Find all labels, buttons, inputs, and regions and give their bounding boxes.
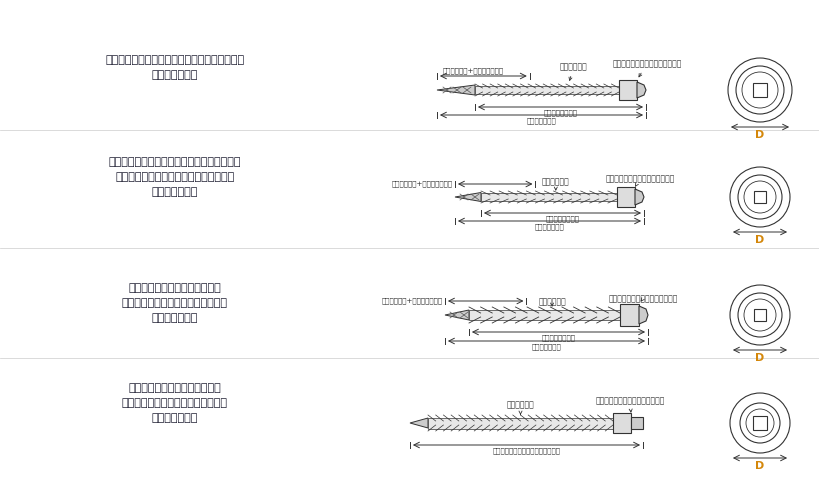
Bar [474,86,618,94]
Text: D: D [754,353,763,363]
Text: ・ＮＡＦＳ－２５～ＮＡＦＳ－１０５用: ・ＮＡＦＳ－２５～ＮＡＦＳ－１０５用 [115,172,234,182]
Bar [428,418,613,429]
Text: ＡＷＳ－４０・ＡＦＳ－４０ロングポイント用: ＡＷＳ－４０・ＡＦＳ－４０ロングポイント用 [106,55,244,65]
Text: ｄ（ネジ径）: ｄ（ネジ径） [541,177,569,190]
Bar [468,310,619,320]
Bar [613,413,631,433]
Polygon shape [437,85,474,95]
Bar [481,193,616,201]
Text: Ｌ２（ドリル+不完全ネジ部）: Ｌ２（ドリル+不完全ネジ部） [442,67,504,74]
Text: ・ＡＦＳ－２５～ＡＦＳ－１８５用: ・ＡＦＳ－２５～ＡＦＳ－１８５用 [122,298,228,308]
Polygon shape [410,418,428,428]
Text: Ｌ１（ネジ長さ）: Ｌ１（ネジ長さ） [543,109,577,116]
Polygon shape [638,306,647,324]
Text: ｄ（ネジ径）: ｄ（ネジ径） [537,297,565,306]
Text: D: D [754,130,763,140]
Text: ＳＵＳ３０４シール材ネオプレン: ＳＵＳ３０４シール材ネオプレン [612,59,681,77]
Polygon shape [455,192,481,202]
Bar [619,304,638,326]
Text: Ｌ２（ドリル+不完全ネジ部）: Ｌ２（ドリル+不完全ネジ部） [391,180,452,187]
Text: 細目ネジ: 細目ネジ [152,70,198,80]
Text: Ｌ（首下長さ）: Ｌ（首下長さ） [534,223,563,229]
Bar [631,417,642,429]
Text: 粗目ネジ: 粗目ネジ [152,413,198,423]
Text: Ｌ１（ネジ長さ）: Ｌ１（ネジ長さ） [545,215,579,222]
Text: ｄ（ネジ径）: ｄ（ネジ径） [506,400,534,415]
Text: ＮｅｗＡＢＳ－２８～ＮｅｗＡＷＳ－１０６: ＮｅｗＡＢＳ－２８～ＮｅｗＡＷＳ－１０６ [109,157,241,167]
Polygon shape [445,310,468,320]
Polygon shape [634,189,643,205]
Text: ＡＢＳ－２８～ＡＷＳ－１８６: ＡＢＳ－２８～ＡＷＳ－１８６ [129,283,221,293]
Text: 細目ネジ: 細目ネジ [152,187,198,197]
Text: Ｌ（首下長さ）: Ｌ（首下長さ） [531,343,561,349]
Text: ・ＡＦＷ－７０～ＡＦＷ－１４５用: ・ＡＦＷ－７０～ＡＦＷ－１４５用 [122,398,228,408]
Text: Ｌ２（ドリル+不完全ネジ部）: Ｌ２（ドリル+不完全ネジ部） [382,298,442,304]
Bar [616,187,634,207]
Text: D: D [754,235,763,245]
Polygon shape [636,82,645,98]
Text: ＡＷＷ－７０～ＡＦＷ－１４５: ＡＷＷ－７０～ＡＦＷ－１４５ [129,383,221,393]
Text: ｄ（ネジ径）: ｄ（ネジ径） [559,62,586,81]
Text: Ｌ１（ネジ長さ）: Ｌ１（ネジ長さ） [541,334,575,341]
Text: 粗目ネジ: 粗目ネジ [152,313,198,323]
Text: D: D [754,461,763,471]
Text: Ｌ１（ネジ長さ）＝Ｌ（首下長さ）: Ｌ１（ネジ長さ）＝Ｌ（首下長さ） [492,447,560,454]
Text: ＳＵＳ３０４シール材ネオプレン: ＳＵＳ３０４シール材ネオプレン [604,174,674,186]
Text: Ｌ（首下長さ）: Ｌ（首下長さ） [526,117,556,124]
Text: ＳＵＳ３０４シール材ネオプレン: ＳＵＳ３０４シール材ネオプレン [595,396,664,412]
Text: ＳＵＳ３０４シール材ネオプレン: ＳＵＳ３０４シール材ネオプレン [608,294,676,303]
Bar [618,80,636,100]
